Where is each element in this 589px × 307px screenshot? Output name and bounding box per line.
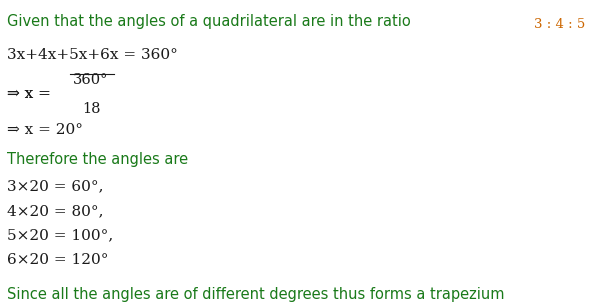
- Text: Therefore the angles are: Therefore the angles are: [7, 152, 188, 167]
- Text: 3x+4x+5x+6x = 360°: 3x+4x+5x+6x = 360°: [7, 48, 178, 62]
- Text: 3 : 4 : 5 : 6: 3 : 4 : 5 : 6: [534, 18, 589, 31]
- Text: 5×20 = 100°,: 5×20 = 100°,: [7, 229, 113, 243]
- Text: ⇒ x = 20°: ⇒ x = 20°: [7, 123, 83, 137]
- Text: 360°: 360°: [73, 73, 108, 87]
- Text: Given that the angles of a quadrilateral are in the ratio: Given that the angles of a quadrilateral…: [7, 14, 415, 29]
- Text: 3×20 = 60°,: 3×20 = 60°,: [7, 180, 104, 194]
- Text: 6×20 = 120°: 6×20 = 120°: [7, 253, 108, 267]
- Text: ⇒ x =: ⇒ x =: [7, 87, 56, 102]
- Text: ⇒ x =: ⇒ x =: [7, 87, 56, 102]
- Text: 18: 18: [82, 102, 100, 116]
- Text: Since all the angles are of different degrees thus forms a trapezium: Since all the angles are of different de…: [7, 287, 505, 302]
- Text: 4×20 = 80°,: 4×20 = 80°,: [7, 204, 104, 218]
